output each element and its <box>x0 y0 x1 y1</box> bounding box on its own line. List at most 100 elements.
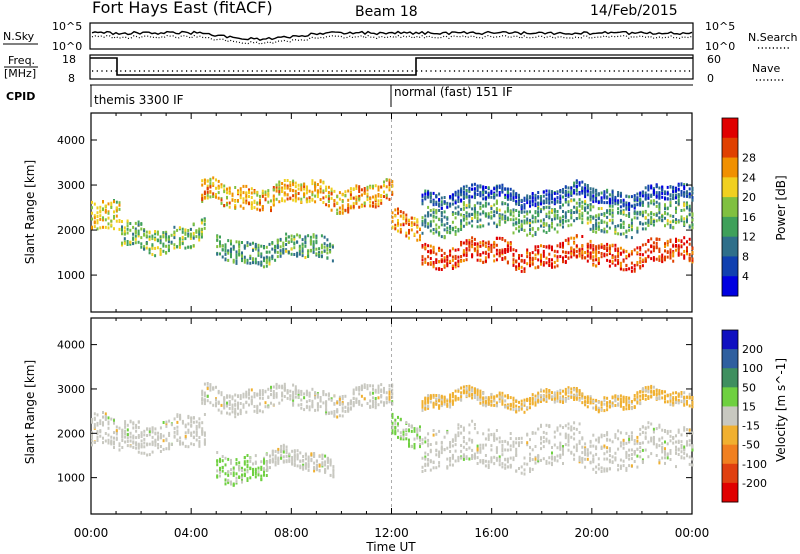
echo-cell <box>534 202 537 206</box>
echo-cell <box>614 228 617 231</box>
echo-cell <box>650 186 653 190</box>
echo-cell <box>438 192 441 196</box>
echo-cell <box>291 458 294 462</box>
echo-cell <box>559 220 562 224</box>
echo-cell <box>237 191 239 195</box>
echo-cell <box>305 188 308 192</box>
echo-cell <box>427 458 430 461</box>
echo-cell <box>652 190 655 194</box>
echo-cell <box>224 248 227 252</box>
echo-cell <box>198 232 201 236</box>
echo-cell <box>246 477 249 481</box>
echo-cell <box>99 210 102 214</box>
echo-cell <box>388 181 391 185</box>
echo-cell <box>573 219 576 223</box>
echo-cell <box>457 456 460 460</box>
echo-cell <box>137 442 140 446</box>
echo-cell <box>91 433 93 436</box>
echo-cell <box>260 260 263 264</box>
echo-cell <box>454 459 457 463</box>
echo-cell <box>471 195 474 199</box>
echo-cell <box>424 197 427 201</box>
echo-cell <box>275 386 278 390</box>
echo-cell <box>303 408 306 412</box>
echo-cell <box>126 439 129 443</box>
echo-cell <box>429 209 432 212</box>
echo-cell <box>509 194 512 198</box>
echo-cell <box>482 242 485 245</box>
echo-cell <box>473 247 476 251</box>
echo-cell <box>446 255 449 259</box>
echo-cell <box>143 451 146 455</box>
station-title: Fort Hays East (fitACF) <box>92 0 273 17</box>
echo-cell <box>124 420 127 424</box>
echo-cell <box>462 201 465 205</box>
echo-cell <box>581 460 584 464</box>
echo-cell <box>518 263 520 267</box>
echo-cell <box>402 435 405 439</box>
echo-cell <box>413 222 416 226</box>
echo-cell <box>564 443 567 447</box>
echo-cell <box>198 421 201 425</box>
echo-cell <box>675 201 677 204</box>
echo-cell <box>639 252 642 256</box>
echo-cell <box>315 463 318 467</box>
echo-cell <box>633 267 636 271</box>
echo-cell <box>636 216 639 220</box>
echo-cell <box>246 454 249 457</box>
echo-cell <box>589 460 592 464</box>
echo-cell <box>559 223 562 227</box>
echo-cell <box>688 462 691 466</box>
echo-cell <box>617 468 620 472</box>
echo-cell <box>104 210 107 214</box>
echo-cell <box>636 441 639 445</box>
echo-cell <box>165 251 168 255</box>
echo-cell <box>691 448 694 452</box>
echo-cell <box>266 468 269 472</box>
echo-cell <box>573 184 576 188</box>
echo-cell <box>575 210 578 214</box>
echo-cell <box>652 435 655 439</box>
echo-cell <box>221 469 224 473</box>
echo-cell <box>203 391 206 395</box>
echo-cell <box>479 244 482 248</box>
echo-cell <box>165 230 168 234</box>
echo-cell <box>289 184 292 187</box>
echo-cell <box>261 396 264 400</box>
echo-cell <box>217 184 220 188</box>
echo-cell <box>178 245 181 249</box>
echo-cell <box>446 221 449 225</box>
echo-cell <box>460 207 463 211</box>
echo-cell <box>318 253 321 257</box>
echo-cell <box>443 256 446 260</box>
echo-cell <box>151 237 154 241</box>
echo-cell <box>664 203 666 207</box>
echo-cell <box>219 470 221 474</box>
echo-cell <box>271 453 274 457</box>
echo-cell <box>487 222 490 226</box>
echo-cell <box>248 195 250 198</box>
echo-cell <box>358 400 361 404</box>
echo-cell <box>641 425 644 429</box>
echo-cell <box>457 263 460 267</box>
echo-cell <box>427 442 430 446</box>
echo-cell <box>686 442 688 446</box>
echo-cell <box>253 392 256 395</box>
echo-cell <box>570 189 573 193</box>
echo-cell <box>542 206 545 209</box>
echo-cell <box>534 257 537 260</box>
echo-cell <box>388 197 391 201</box>
echo-cell <box>677 453 680 456</box>
echo-cell <box>440 218 443 222</box>
echo-cell <box>512 258 515 262</box>
echo-cell <box>296 457 299 461</box>
echo-cell <box>487 186 490 190</box>
echo-cell <box>424 192 427 196</box>
echo-cell <box>495 243 498 247</box>
echo-cell <box>217 186 220 190</box>
echo-cell <box>586 221 589 225</box>
echo-cell <box>581 189 584 193</box>
echo-cell <box>269 460 271 464</box>
echo-cell <box>457 227 460 231</box>
freq-label-line1: Freq. <box>8 54 35 67</box>
